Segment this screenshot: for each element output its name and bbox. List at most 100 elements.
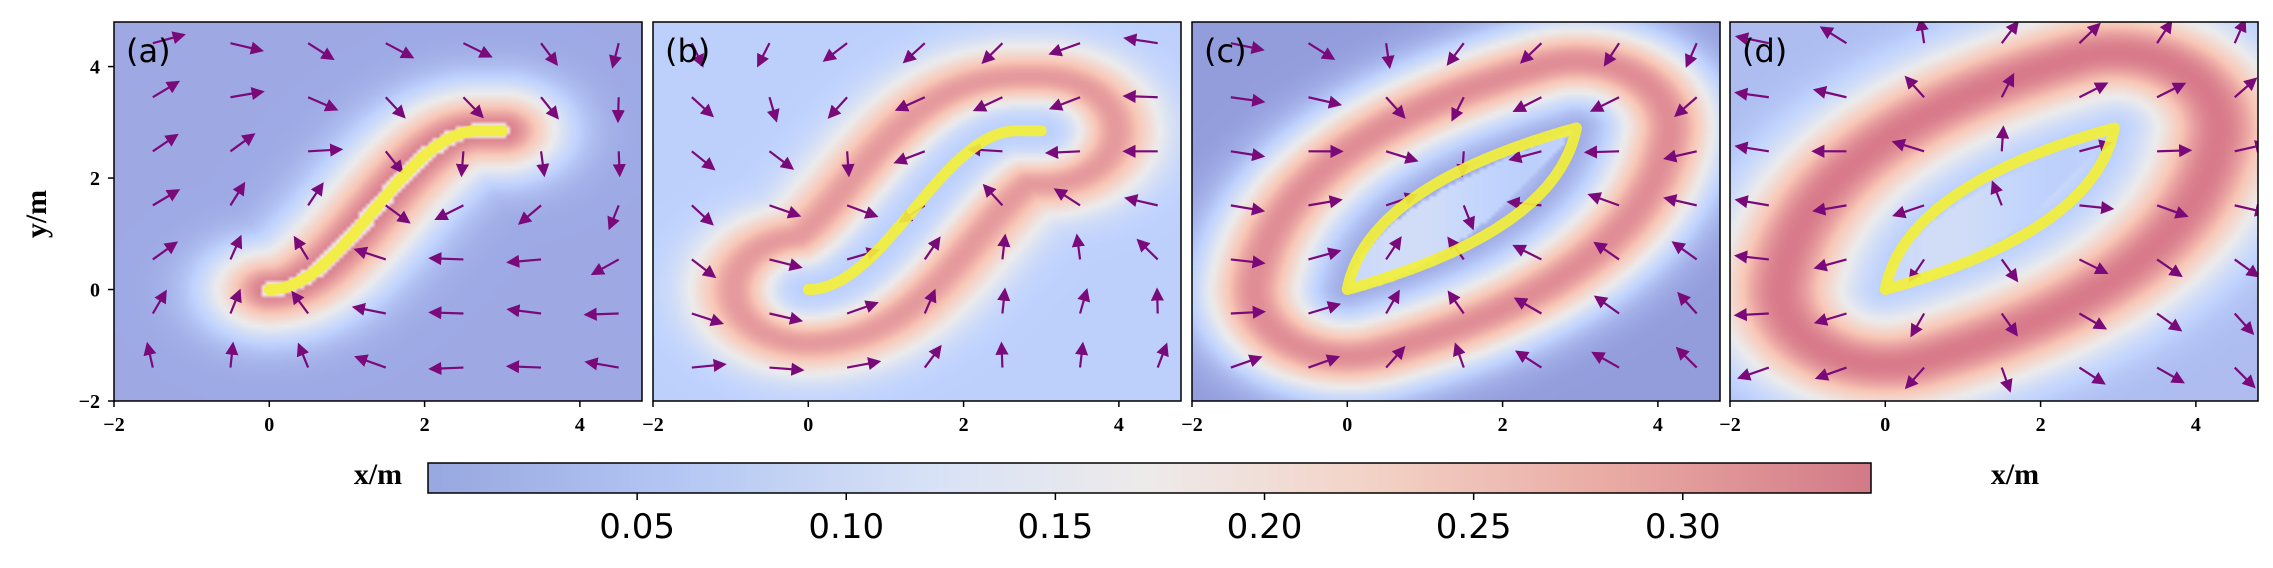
quiver-arrow xyxy=(152,133,179,153)
quiver-arrow xyxy=(152,189,181,207)
quiver-arrow xyxy=(1591,351,1620,369)
quiver-arrow xyxy=(506,304,542,318)
y-tick-label: 2 xyxy=(90,168,100,190)
quiver-arrow xyxy=(822,42,848,62)
quiver-arrow xyxy=(1663,149,1697,163)
quiver-arrow xyxy=(1593,295,1620,315)
quiver-arrow xyxy=(846,357,882,371)
colorbar-tick-label: 0.15 xyxy=(1018,507,1094,547)
quiver-arrow xyxy=(902,42,926,64)
colorbar-ticks: 0.05 0.10 0.15 0.20 0.25 0.30 xyxy=(599,493,1721,547)
quiver-arrow xyxy=(1230,148,1266,162)
quiver-arrows xyxy=(1733,22,2258,393)
quiver-arrow xyxy=(1675,346,1698,369)
panel-label: (d) xyxy=(1742,32,1787,70)
quiver-arrow xyxy=(2233,312,2255,336)
quiver-arrow xyxy=(143,341,157,368)
quiver-arrow xyxy=(1381,43,1395,70)
quiver-arrow xyxy=(841,151,855,178)
quiver-arrow xyxy=(1587,192,1620,207)
quiver-arrow xyxy=(607,204,620,231)
trajectory-curve xyxy=(1879,122,2120,295)
quiver-arrow xyxy=(769,362,805,376)
y-tick-label: −2 xyxy=(79,391,100,413)
quiver-arrow xyxy=(982,183,1004,207)
quiver-arrow xyxy=(307,96,339,112)
quiver-arrow xyxy=(1230,255,1266,269)
quiver-arrow xyxy=(1996,125,2010,152)
quiver-arrow xyxy=(1136,238,1159,261)
quiver-arrow xyxy=(1385,96,1406,119)
panel-label: (b) xyxy=(665,32,710,70)
colorbar-tick-label: 0.30 xyxy=(1645,507,1721,547)
quiver-arrow xyxy=(1385,236,1402,261)
quiver-arrow xyxy=(609,42,622,69)
quiver-arrow xyxy=(1230,41,1265,54)
quiver-arrow xyxy=(1589,96,1620,112)
quiver-arrow xyxy=(1385,345,1406,369)
quiver-arrow xyxy=(1512,96,1542,112)
quiver-arrow xyxy=(296,342,310,368)
quiver-arrow xyxy=(691,96,715,118)
quiver-arrow xyxy=(385,204,411,224)
quiver-arrow xyxy=(307,42,335,61)
quiver-arrow xyxy=(353,246,387,261)
panels-group: (a) −2 0 2 4 −2 0 2 4 (b) −2 0 2 4 (c) −2 0 2 4 (d) −2 0 2 4 xyxy=(79,21,2259,436)
x-tick-label: 4 xyxy=(2191,414,2201,436)
quiver-arrow xyxy=(229,181,246,206)
quiver-arrow xyxy=(923,344,942,369)
trajectory-curve xyxy=(263,125,508,295)
quiver-arrow xyxy=(151,289,167,315)
x-tick-label: 2 xyxy=(2036,414,2046,436)
quiver-arrow xyxy=(1308,95,1343,109)
quiver-arrow xyxy=(1446,42,1465,66)
quiver-arrow xyxy=(230,41,264,55)
quiver-arrow xyxy=(2000,367,2013,393)
quiver-arrow xyxy=(1733,250,1769,264)
quiver-arrow xyxy=(1603,42,1620,67)
y-tick-label: 0 xyxy=(90,280,100,302)
quiver-arrow xyxy=(1915,22,1929,44)
quiver-arrow xyxy=(1990,180,2003,206)
quiver-arrow xyxy=(505,360,542,374)
panel-3: (c) −2 0 2 4 xyxy=(1181,21,1721,436)
quiver-arrows xyxy=(690,33,1169,376)
quiver-arrow xyxy=(308,143,344,157)
quiver-arrow xyxy=(611,97,625,124)
quiver-arrow xyxy=(846,300,879,315)
quiver-arrow xyxy=(229,234,243,260)
quiver-arrow xyxy=(768,150,795,170)
quiver-arrow xyxy=(691,312,724,327)
trajectory-curve xyxy=(1341,122,1582,295)
quiver-arrow xyxy=(1308,301,1342,315)
quiver-arrow xyxy=(428,306,464,320)
panel-1: (a) −2 0 2 4 −2 0 2 4 xyxy=(79,21,643,436)
quiver-arrow xyxy=(2156,366,2185,384)
quiver-arrow xyxy=(1677,291,1698,315)
quiver-arrow xyxy=(229,133,256,153)
panel-frame xyxy=(1191,21,1721,402)
heatmap-field xyxy=(1192,22,1720,401)
quiver-arrow xyxy=(757,42,771,68)
quiver-arrow xyxy=(2234,140,2258,154)
quiver-arrow xyxy=(351,302,386,316)
quiver-arrow xyxy=(691,358,727,373)
panel-label: (c) xyxy=(1204,32,1247,70)
quiver-arrow xyxy=(1385,150,1419,164)
quiver-arrow xyxy=(1462,204,1475,231)
quiver-arrow xyxy=(894,96,926,112)
quiver-arrows xyxy=(143,31,626,376)
quiver-arrow xyxy=(354,354,387,369)
quiver-arrow xyxy=(827,96,848,119)
x-tick-label: −2 xyxy=(1181,414,1202,436)
quiver-arrow xyxy=(2157,144,2193,158)
quiver-arrow xyxy=(1122,89,1158,104)
quiver-arrow xyxy=(1734,32,1770,46)
quiver-arrow xyxy=(1514,350,1543,369)
x-tick-label: 4 xyxy=(1653,414,1663,436)
quiver-arrow xyxy=(1671,241,1698,261)
quiver-arrow xyxy=(1074,341,1089,368)
x-tick-label: 0 xyxy=(264,414,274,436)
quiver-arrow xyxy=(2234,258,2258,278)
colorbar-tick-label: 0.25 xyxy=(1436,507,1512,547)
